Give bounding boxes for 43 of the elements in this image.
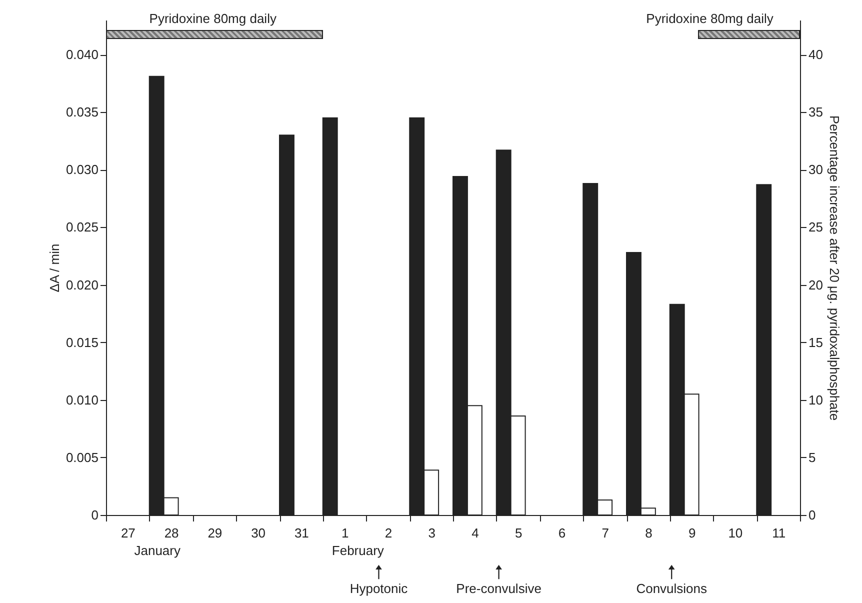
y2-tick-label: 25 xyxy=(808,220,823,235)
y-tick-label: 0 xyxy=(91,508,98,522)
x-tick-label: 7 xyxy=(602,526,609,540)
annotation: Pyridoxine 80mg daily xyxy=(149,11,277,26)
y-tick-label: 0.030 xyxy=(66,162,98,178)
y-axis-title: ΔA / min xyxy=(46,244,62,292)
y-tick-label: 0.025 xyxy=(66,220,98,235)
y2-tick-label: 0 xyxy=(808,508,816,522)
text: Pre-convulsive xyxy=(456,581,542,596)
annotation: Pyridoxine 80mg daily xyxy=(646,11,774,26)
x-tick-label: 10 xyxy=(728,526,743,540)
y2-tick-label: 15 xyxy=(808,334,823,350)
y-tick-label: 0.020 xyxy=(66,277,98,292)
x-tick-label: 3 xyxy=(428,526,436,540)
y2-axis-title: Percentage increase after 20 μg. pyridoxalphosphate xyxy=(826,115,842,421)
y-tick-label: 0.015 xyxy=(66,334,98,350)
x-tick-label: 31 xyxy=(294,526,309,540)
x-tick-label: 6 xyxy=(558,526,566,540)
y-tick-label: 0.005 xyxy=(66,450,98,465)
y2-tick-label: 20 xyxy=(808,277,823,292)
x-tick-label: 1 xyxy=(341,526,349,540)
y-tick-label: 0.010 xyxy=(66,392,98,408)
y-tick-label: 0.040 xyxy=(66,47,98,62)
x-tick-label: 4 xyxy=(472,526,479,540)
text: February xyxy=(332,543,384,558)
x-tick-label: 30 xyxy=(251,526,266,540)
y2-tick-label: 10 xyxy=(808,392,823,408)
text: January xyxy=(134,543,181,558)
x-tick-label: 5 xyxy=(514,526,522,540)
y2-tick-label: 35 xyxy=(808,104,823,120)
x-tick-label: 9 xyxy=(688,526,696,540)
x-tick-label: 11 xyxy=(772,526,786,540)
y-tick-label: 0.035 xyxy=(66,104,98,120)
x-tick-label: 2 xyxy=(384,526,392,540)
x-tick-label: 29 xyxy=(208,526,222,540)
text: Hypotonic xyxy=(350,581,408,596)
x-tick-label: 28 xyxy=(164,526,179,540)
text: Convulsions xyxy=(636,581,708,596)
y2-tick-label: 40 xyxy=(808,47,823,62)
x-tick-label: 27 xyxy=(120,526,136,540)
y2-tick-label: 5 xyxy=(808,450,816,465)
x-tick-label: 8 xyxy=(645,526,652,540)
y2-tick-label: 30 xyxy=(808,162,823,178)
